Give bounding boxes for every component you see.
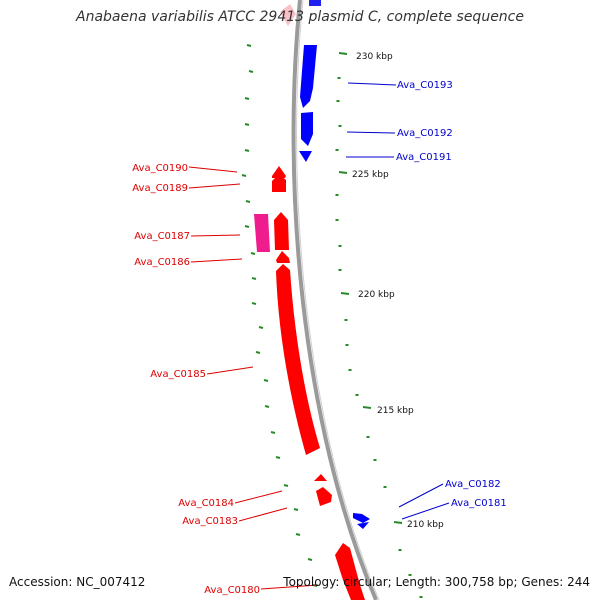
gene-leader-line <box>347 82 397 86</box>
gene-label: Ava_C0186 <box>134 257 190 268</box>
gene-leader-line <box>188 166 238 173</box>
gene-label: Ava_C0183 <box>182 516 238 527</box>
gene-leader-line <box>346 131 396 134</box>
scale-tick-mark <box>338 52 348 55</box>
top-feature <box>280 4 296 26</box>
gc-mark <box>293 508 299 511</box>
gene-arrow <box>357 522 369 529</box>
gene-leader-line <box>206 366 254 375</box>
gene-leader-line <box>401 502 450 520</box>
map-title: Anabaena variabilis ATCC 29413 plasmid C… <box>76 9 524 25</box>
gene-arrow <box>353 513 370 523</box>
gene-arrow <box>335 543 365 600</box>
gc-mark <box>244 123 250 126</box>
top-feature-blue <box>309 0 321 6</box>
gc-mark <box>251 302 257 305</box>
gene-labels: Ava_C0193 Ava_C0192 Ava_C0191 Ava_C0190 Ava_… <box>132 80 506 596</box>
accession-text: Accession: NC_007412 <box>9 575 146 589</box>
gene-label: Ava_C0192 <box>397 128 453 139</box>
gene-leader-line <box>188 183 241 189</box>
scale-tick-label: 230 kbp <box>356 52 393 62</box>
gc-mark <box>244 97 250 100</box>
gc-mark <box>245 200 251 203</box>
gene-arrow <box>314 474 327 481</box>
scale-tick-mark <box>362 406 372 409</box>
summary-text: Topology: circular; Length: 300,758 bp; … <box>283 575 590 589</box>
gene-leader-line <box>190 258 243 263</box>
gene-arrow <box>300 45 317 108</box>
gc-mark <box>275 456 281 459</box>
gene-label: Ava_C0182 <box>445 479 501 490</box>
gene-leader-line <box>398 483 444 508</box>
scale-tick-label: 225 kbp <box>352 170 389 180</box>
gene-arrow <box>276 251 290 263</box>
gc-mark <box>295 533 301 536</box>
gc-mark <box>263 379 269 382</box>
gene-track <box>254 45 370 600</box>
gene-arrow <box>301 112 313 146</box>
gc-mark <box>250 252 256 255</box>
gene-arrow <box>316 487 332 506</box>
gene-leader-line <box>238 507 288 522</box>
gene-arrow <box>272 174 286 192</box>
gene-label: Ava_C0189 <box>132 183 188 194</box>
plasmid-backbone-shadow <box>296 0 380 600</box>
gc-mark <box>283 484 289 487</box>
gc-mark <box>255 351 261 354</box>
gene-leader-line <box>190 234 241 237</box>
scale-ticks: 230 kbp 225 kbp 220 kbp 215 kbp 210 kbp <box>338 52 444 530</box>
gene-leader-line <box>234 490 283 504</box>
gene-leader-line <box>260 584 319 590</box>
gene-label: Ava_C0181 <box>451 498 507 509</box>
gene-arrow <box>299 151 312 162</box>
scale-tick-label: 215 kbp <box>377 406 414 416</box>
gc-mark <box>307 558 313 561</box>
gene-arrow <box>272 166 286 178</box>
gc-mark <box>241 174 247 177</box>
gc-mark <box>248 70 254 73</box>
gene-arrow-alt <box>254 214 270 252</box>
scale-tick-mark <box>393 521 403 524</box>
gc-mark <box>244 149 250 152</box>
gene-label: Ava_C0180 <box>204 585 260 596</box>
gene-label: Ava_C0187 <box>134 231 190 242</box>
gc-mark <box>244 225 250 228</box>
gene-label: Ava_C0190 <box>132 163 188 174</box>
gene-arrow <box>274 212 289 250</box>
scale-tick-label: 220 kbp <box>358 290 395 300</box>
gc-skew-track <box>241 44 423 598</box>
gene-label: Ava_C0184 <box>178 498 234 509</box>
gene-label: Ava_C0185 <box>150 369 206 380</box>
gc-mark <box>258 326 264 329</box>
gc-mark <box>251 277 257 280</box>
scale-tick-label: 210 kbp <box>407 520 444 530</box>
gc-mark <box>264 405 270 408</box>
gene-arrow <box>276 264 320 455</box>
gc-mark <box>270 431 276 434</box>
gene-label: Ava_C0193 <box>397 80 453 91</box>
gene-label: Ava_C0191 <box>396 152 452 163</box>
gc-mark <box>246 44 252 47</box>
plasmid-backbone <box>291 0 378 600</box>
scale-tick-mark <box>340 292 350 295</box>
scale-tick-mark <box>338 171 348 174</box>
